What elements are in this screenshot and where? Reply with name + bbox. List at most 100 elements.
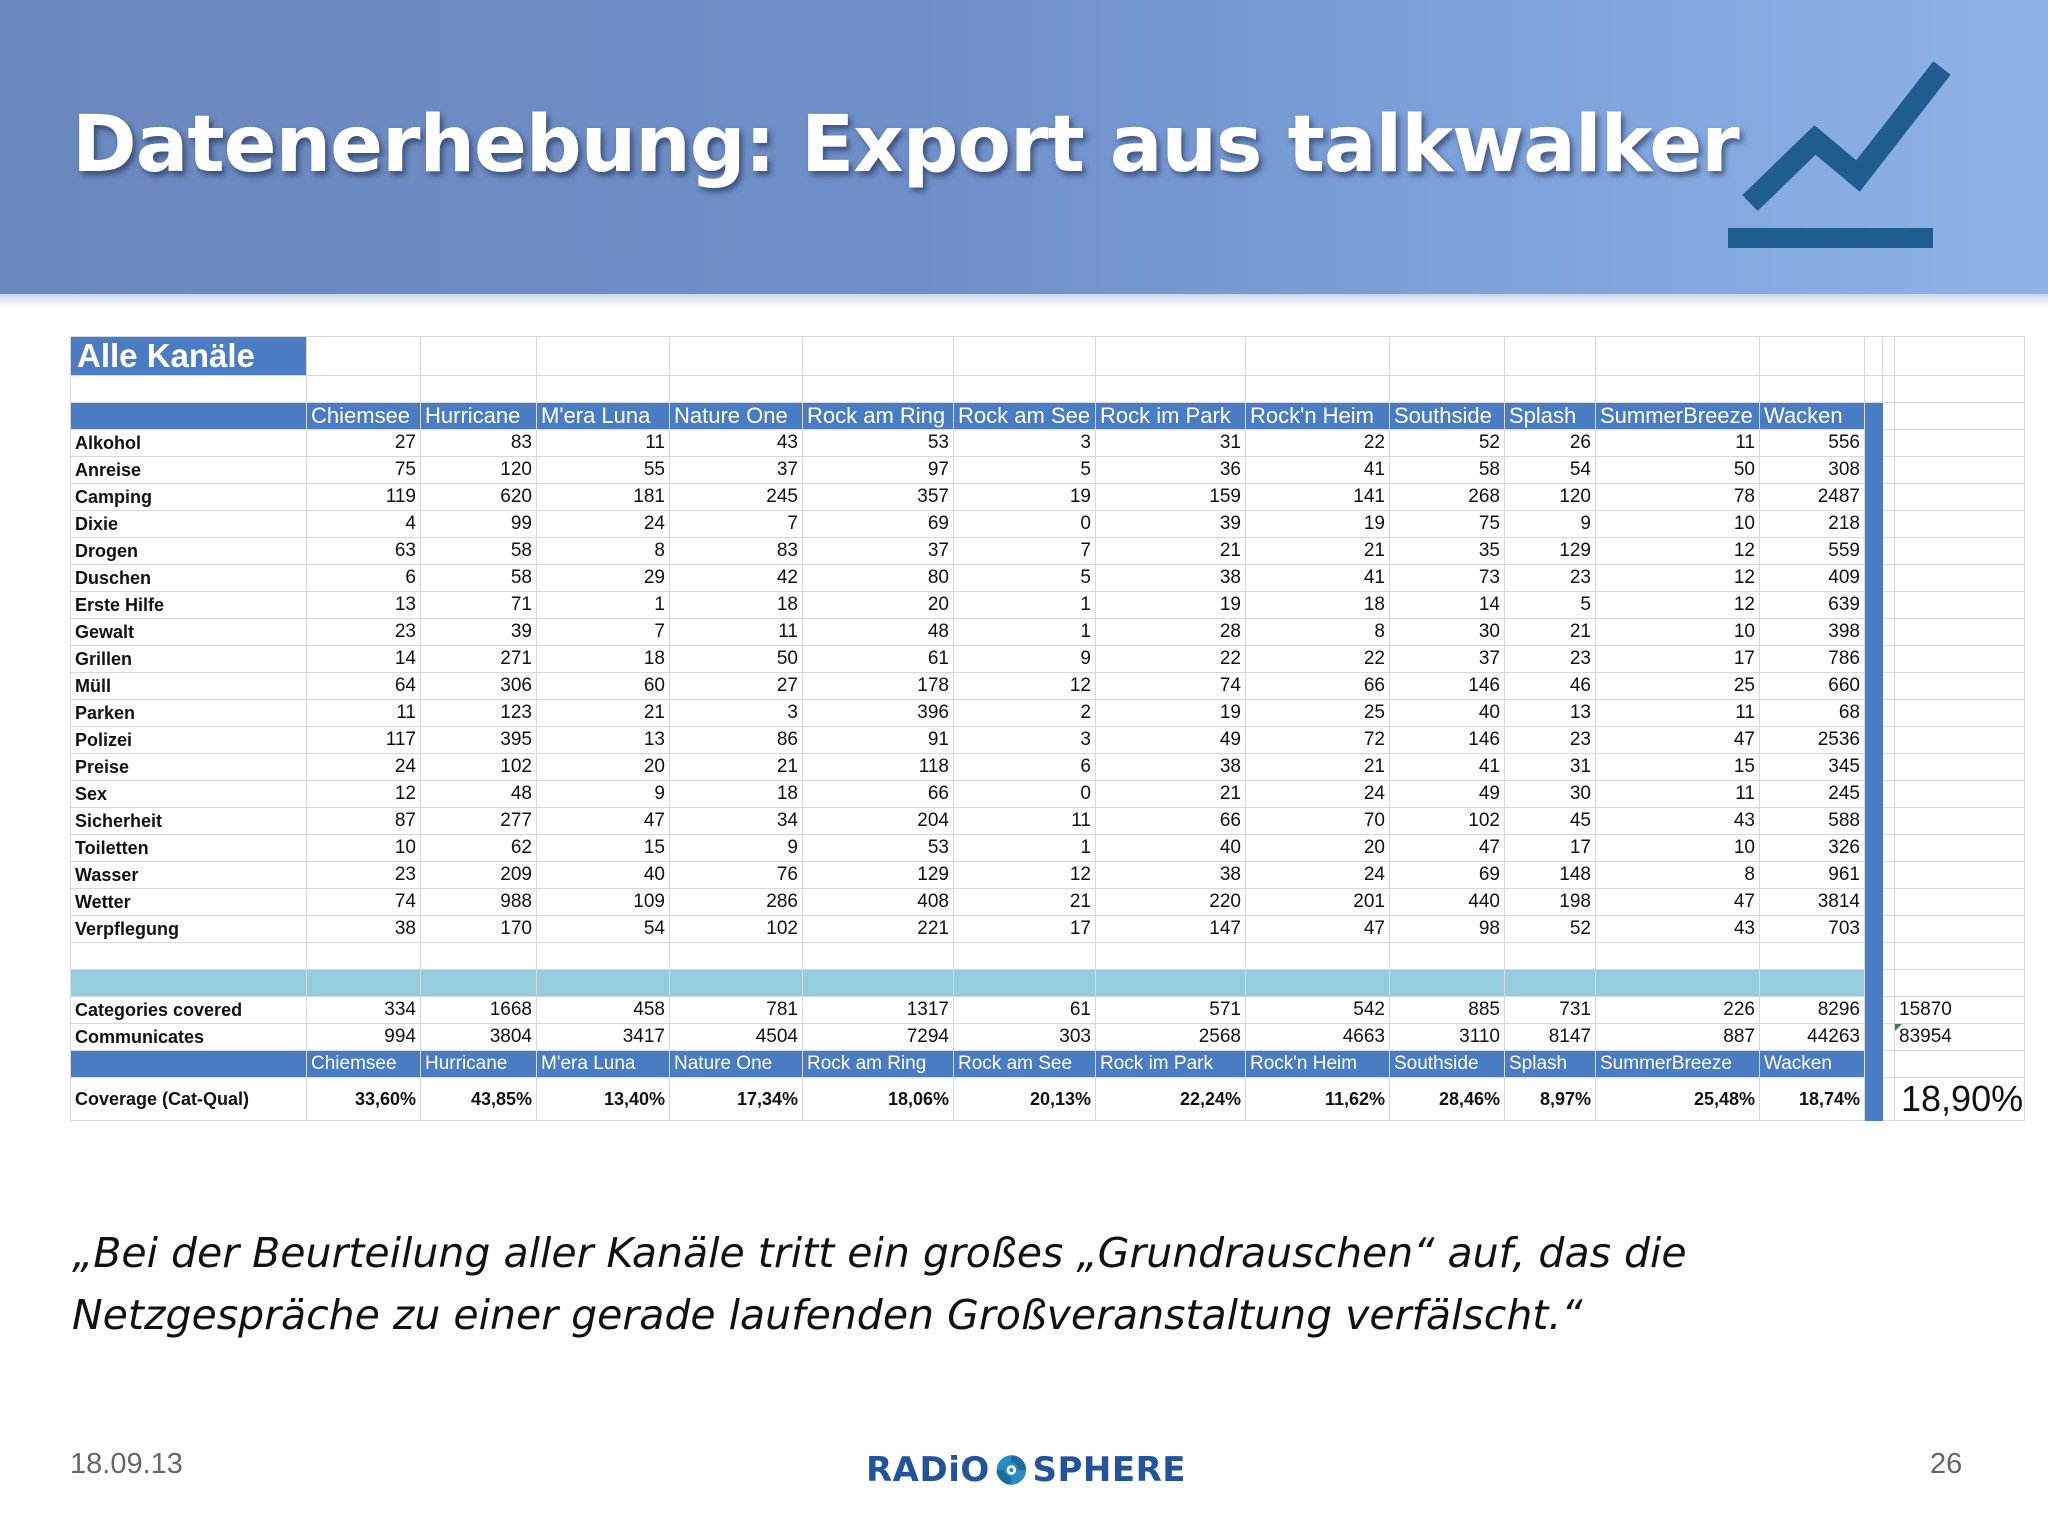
table-cell: 345	[1759, 753, 1865, 781]
separator-cell	[1595, 969, 1760, 997]
empty-cell	[1504, 942, 1596, 970]
coverage-cell: 22,24%	[1095, 1077, 1246, 1121]
spacer-cell	[1882, 1023, 1895, 1051]
table-cell: 11	[669, 618, 803, 646]
coverage-cell: 28,46%	[1389, 1077, 1505, 1121]
table-cell: 988	[420, 888, 537, 916]
side-total-cell	[1894, 564, 2025, 592]
separator-cell	[306, 969, 421, 997]
empty-cell	[1759, 336, 1865, 376]
column-header-row: Chiemsee Hurricane M'era Luna Nature One Roc…	[70, 402, 2025, 430]
table-cell: 91	[802, 726, 954, 754]
empty-cell	[1894, 375, 2025, 403]
table-cell: 19	[1095, 699, 1246, 727]
row-label: Gewalt	[70, 618, 307, 646]
spacer-cell	[1864, 915, 1883, 943]
side-total-cell	[1894, 645, 2025, 673]
table-cell: 1668	[420, 996, 537, 1024]
table-cell: 3	[953, 726, 1096, 754]
table-cell: 66	[802, 780, 954, 808]
table-cell: 24	[1245, 861, 1390, 889]
empty-cell	[1595, 942, 1760, 970]
quote-text: „Bei der Beurteilung aller Kanäle tritt …	[72, 1222, 1772, 1346]
table-row: Alkohol 27 83 11 43 53 3 31 22 52 26 11 556	[70, 429, 2025, 457]
table-cell: 61	[953, 996, 1096, 1024]
logo-text-right: SPHERE	[1032, 1450, 1186, 1490]
trend-line-chart-icon	[1728, 61, 1951, 248]
coverage-cell: 8,97%	[1504, 1077, 1596, 1121]
table-cell: 10	[1595, 618, 1760, 646]
separator-cell	[70, 969, 307, 997]
table-cell: 994	[306, 1023, 421, 1051]
column-header: Rock'n Heim	[1245, 1050, 1390, 1078]
spacer-cell	[1882, 564, 1895, 592]
table-row: Camping 119 620 181 245 357 19 159 141 268 120 78 24…	[70, 483, 2025, 511]
table-cell: 74	[1095, 672, 1246, 700]
empty-cell	[1389, 375, 1505, 403]
table-cell: 178	[802, 672, 954, 700]
coverage-cell: 33,60%	[306, 1077, 421, 1121]
empty-cell	[802, 375, 954, 403]
table-cell: 245	[1759, 780, 1865, 808]
column-header: Chiemsee	[306, 1050, 421, 1078]
table-cell: 21	[1245, 753, 1390, 781]
table-cell: 277	[420, 807, 537, 835]
table-cell: 50	[669, 645, 803, 673]
side-total-cell	[1894, 969, 2025, 997]
table-cell: 887	[1595, 1023, 1760, 1051]
table-cell: 209	[420, 861, 537, 889]
table-row: Müll 64 306 60 27 178 12 74 66 146 46 25 660	[70, 672, 2025, 700]
table-cell: 201	[1245, 888, 1390, 916]
row-label: Wetter	[70, 888, 307, 916]
table-cell: 55	[536, 456, 670, 484]
row-label: Müll	[70, 672, 307, 700]
table-cell: 13	[1504, 699, 1596, 727]
table-cell: 12	[1595, 537, 1760, 565]
table-cell: 12	[1595, 591, 1760, 619]
table-cell: 24	[306, 753, 421, 781]
side-total-cell	[1894, 483, 2025, 511]
spacer-cell	[1882, 402, 1895, 430]
spacer-cell	[1864, 780, 1883, 808]
table-cell: 13	[306, 591, 421, 619]
table-cell: 18	[669, 591, 803, 619]
table-cell: 74	[306, 888, 421, 916]
row-label: Coverage (Cat-Qual)	[70, 1077, 307, 1121]
table-cell: 21	[669, 753, 803, 781]
table-cell: 6	[306, 564, 421, 592]
spacer-cell	[1882, 942, 1895, 970]
empty-cell	[1504, 375, 1596, 403]
table-cell: 18	[1245, 591, 1390, 619]
table-cell: 47	[536, 807, 670, 835]
empty-cell	[306, 375, 421, 403]
table-cell: 23	[306, 861, 421, 889]
table-cell: 38	[1095, 753, 1246, 781]
table-title-row: Alle Kanäle	[70, 336, 2025, 376]
side-total-cell	[1894, 618, 2025, 646]
spacer-cell	[1864, 336, 1883, 376]
table-cell: 34	[669, 807, 803, 835]
row-label: Grillen	[70, 645, 307, 673]
spacer-cell	[1864, 672, 1883, 700]
table-cell: 8	[1595, 861, 1760, 889]
table-cell: 18	[669, 780, 803, 808]
table-cell: 19	[1095, 591, 1246, 619]
table-cell: 148	[1504, 861, 1596, 889]
table-cell: 10	[306, 834, 421, 862]
empty-cell	[1389, 942, 1505, 970]
table-cell: 21	[1504, 618, 1596, 646]
table-cell: 0	[953, 780, 1096, 808]
table-cell: 31	[1504, 753, 1596, 781]
spreadsheet-export: Alle Kanäle Chiemsee Hurricane M'era Luna Na…	[70, 336, 2025, 1121]
table-cell: 120	[420, 456, 537, 484]
column-header: Wacken	[1759, 402, 1865, 430]
empty-cell	[70, 375, 307, 403]
table-cell: 64	[306, 672, 421, 700]
table-cell: 102	[420, 753, 537, 781]
column-header: Rock im Park	[1095, 402, 1246, 430]
empty-cell	[1504, 336, 1596, 376]
table-cell: 38	[306, 915, 421, 943]
table-cell: 12	[306, 780, 421, 808]
table-cell: 44263	[1759, 1023, 1865, 1051]
table-cell: 22	[1245, 645, 1390, 673]
